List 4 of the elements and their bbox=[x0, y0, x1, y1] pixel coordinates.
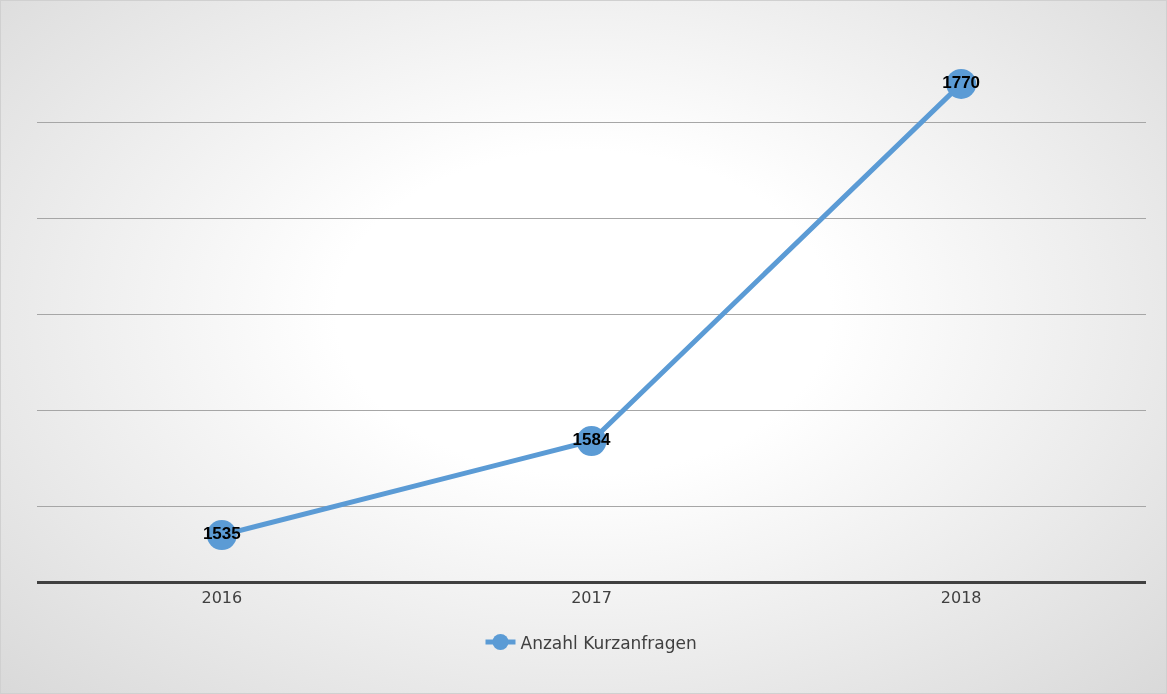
x-tick-label: 2017 bbox=[571, 588, 612, 608]
x-tick-label: 2016 bbox=[201, 588, 243, 608]
x-tick-label: 2018 bbox=[940, 588, 982, 608]
legend-label: Anzahl Kurzanfragen bbox=[520, 632, 697, 653]
